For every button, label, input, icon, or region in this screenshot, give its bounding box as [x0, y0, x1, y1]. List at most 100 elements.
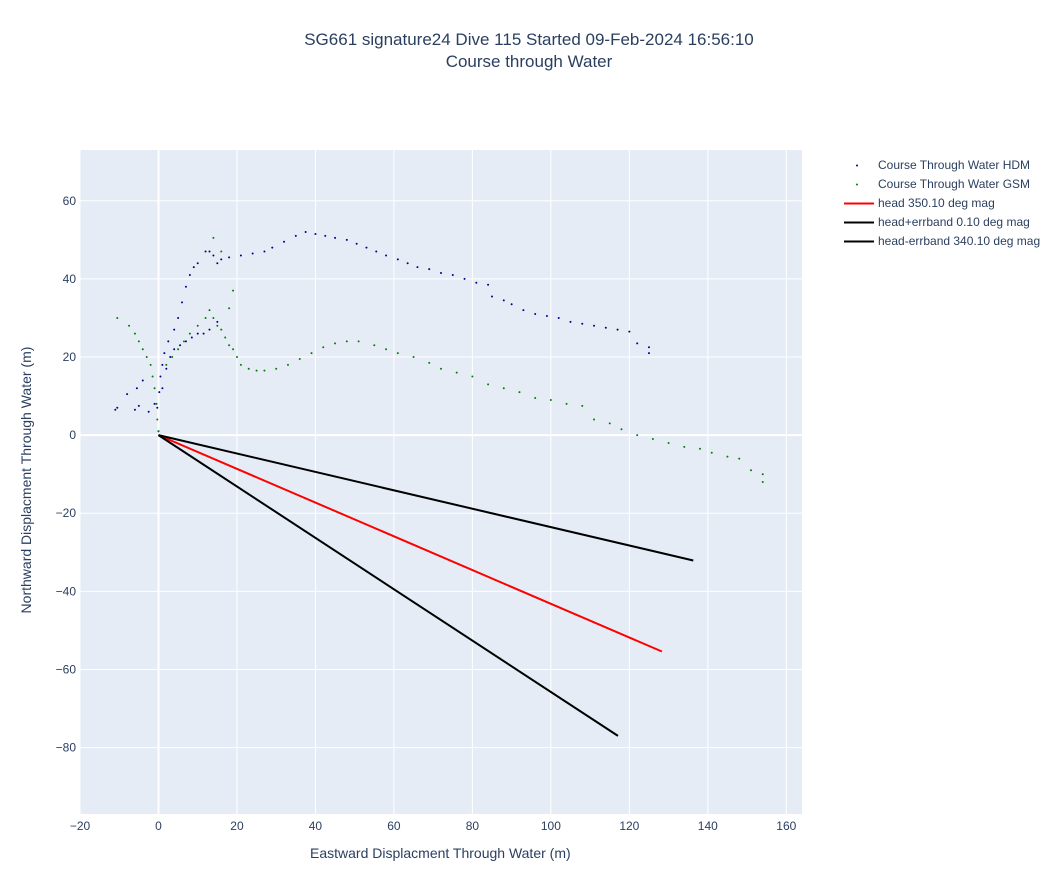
- data-point: [651, 438, 654, 441]
- data-point: [137, 404, 140, 407]
- data-point: [141, 379, 144, 382]
- data-point: [549, 398, 552, 401]
- data-point: [157, 430, 160, 433]
- data-point: [357, 340, 360, 343]
- data-point: [620, 428, 623, 431]
- data-point: [216, 320, 219, 323]
- data-point: [428, 361, 431, 364]
- data-point: [628, 330, 631, 333]
- legend-label: head 350.10 deg mag: [878, 196, 995, 210]
- data-point: [204, 250, 207, 253]
- data-point: [161, 387, 164, 390]
- data-point: [310, 352, 313, 355]
- data-point: [487, 383, 490, 386]
- data-point: [463, 277, 466, 280]
- data-point: [255, 369, 258, 372]
- data-point: [593, 324, 596, 327]
- y-tick-label: −60: [56, 662, 77, 676]
- data-point: [153, 387, 156, 390]
- data-point: [749, 469, 752, 472]
- data-point: [116, 316, 119, 319]
- data-point: [171, 356, 174, 359]
- data-point: [275, 367, 278, 370]
- legend-label: head+errband 0.10 deg mag: [878, 215, 1030, 229]
- data-point: [196, 262, 199, 265]
- data-point: [738, 457, 741, 460]
- data-point: [334, 342, 337, 345]
- y-tick-label: 60: [63, 194, 77, 208]
- y-tick-label: −80: [56, 741, 77, 755]
- series-2: [158, 434, 663, 653]
- legend-label: Course Through Water GSM: [878, 177, 1031, 191]
- data-point: [133, 332, 136, 335]
- x-tick-label: 40: [309, 819, 323, 833]
- series-line: [158, 434, 663, 653]
- data-point: [385, 348, 388, 351]
- data-point: [534, 397, 537, 400]
- legend-swatch: [856, 164, 858, 167]
- data-point: [647, 352, 650, 355]
- data-point: [181, 301, 184, 304]
- data-point: [228, 307, 231, 310]
- legend-label: head-errband 340.10 deg mag: [878, 234, 1041, 248]
- data-point: [647, 346, 650, 349]
- data-point: [761, 473, 764, 476]
- data-point: [593, 418, 596, 421]
- data-point: [322, 346, 325, 349]
- data-point: [128, 324, 131, 327]
- data-point: [440, 272, 442, 275]
- series-0: [114, 231, 650, 433]
- data-traces: [114, 231, 764, 737]
- data-point: [212, 254, 215, 257]
- x-tick-label: 0: [155, 819, 162, 833]
- data-point: [534, 313, 537, 316]
- data-point: [251, 252, 254, 255]
- data-point: [208, 328, 211, 331]
- data-point: [239, 363, 242, 366]
- data-point: [761, 481, 764, 483]
- x-tick-label: 160: [776, 819, 796, 833]
- data-point: [263, 369, 266, 372]
- data-point: [196, 332, 199, 335]
- data-point: [455, 371, 458, 374]
- grid-lines: [79, 150, 802, 814]
- data-point: [345, 340, 348, 343]
- data-point: [416, 266, 419, 269]
- data-point: [271, 246, 274, 249]
- data-point: [451, 273, 454, 276]
- data-point: [491, 295, 494, 298]
- y-tick-label: 0: [69, 428, 76, 442]
- data-point: [114, 408, 117, 411]
- series-1: [116, 236, 764, 483]
- data-point: [156, 418, 159, 421]
- data-point: [581, 322, 584, 325]
- chart-subtitle: Course through Water: [445, 52, 613, 71]
- data-point: [235, 356, 238, 359]
- data-point: [298, 357, 301, 360]
- data-point: [145, 356, 148, 359]
- data-point: [636, 342, 639, 345]
- data-point: [208, 250, 211, 253]
- x-tick-label: −20: [70, 819, 91, 833]
- data-point: [406, 262, 409, 265]
- y-tick-labels: −80 −60 −40 −20 0 20 40 60: [56, 194, 77, 755]
- data-point: [212, 236, 215, 239]
- y-tick-label: 20: [63, 350, 77, 364]
- data-point: [710, 451, 713, 454]
- data-point: [294, 234, 297, 237]
- data-point: [126, 393, 129, 396]
- data-point: [471, 375, 474, 378]
- data-point: [334, 236, 337, 239]
- x-tick-label: 100: [541, 819, 561, 833]
- data-point: [608, 422, 611, 425]
- x-tick-label: 20: [230, 819, 244, 833]
- data-point: [224, 336, 227, 339]
- data-point: [184, 285, 187, 288]
- series-4: [157, 434, 619, 737]
- legend-swatch: [844, 221, 874, 224]
- data-point: [683, 445, 686, 448]
- data-point: [581, 404, 584, 407]
- data-point: [141, 348, 144, 351]
- x-tick-label: 80: [466, 819, 480, 833]
